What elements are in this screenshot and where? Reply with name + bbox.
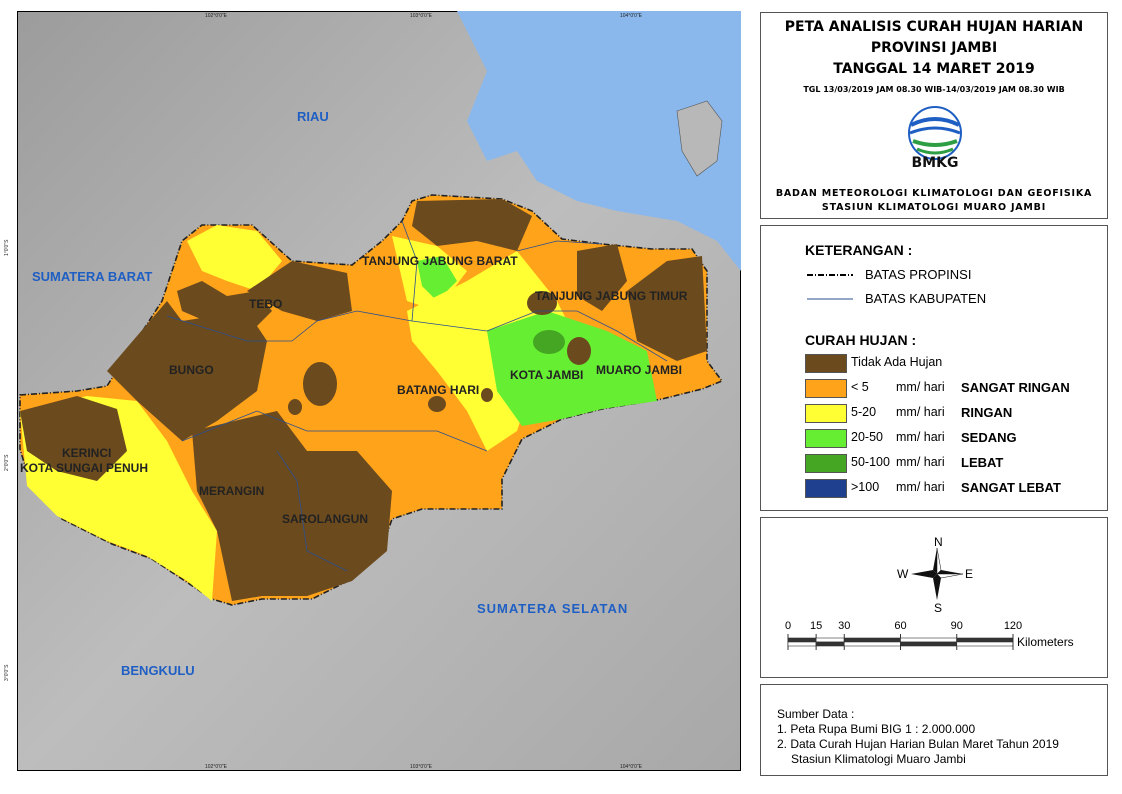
class-range: >100 bbox=[851, 480, 880, 494]
longitude-label: 102°0'0"E bbox=[205, 13, 228, 19]
source-item: 1. Peta Rupa Bumi BIG 1 : 2.000.000 bbox=[777, 722, 976, 736]
region-label: BUNGO bbox=[169, 363, 214, 377]
compass-letter: E bbox=[965, 567, 973, 581]
rain-title: CURAH HUJAN : bbox=[805, 332, 917, 348]
compass: N S W E bbox=[897, 536, 973, 612]
scale-tick-label: 60 bbox=[894, 620, 906, 632]
class-range: < 5 bbox=[851, 380, 869, 394]
latitude-label: 1°0'0"S bbox=[4, 239, 10, 256]
longitude-label: 103°0'0"E bbox=[410, 764, 433, 770]
class-category: RINGAN bbox=[961, 405, 1013, 420]
source-item: Stasiun Klimatologi Muaro Jambi bbox=[791, 752, 966, 766]
region-label: KOTA SUNGAI PENUH bbox=[20, 461, 148, 475]
source-title: Sumber Data : bbox=[777, 707, 855, 721]
title-line: TANGGAL 14 MARET 2019 bbox=[833, 61, 1035, 77]
source-panel: Sumber Data : 1. Peta Rupa Bumi BIG 1 : … bbox=[760, 684, 1108, 776]
class-range: 20-50 bbox=[851, 430, 883, 444]
region-label: TANJUNG JABUNG TIMUR bbox=[535, 289, 688, 303]
region-label: MERANGIN bbox=[199, 484, 264, 498]
compass-letter: S bbox=[934, 601, 942, 612]
scale-tick-label: 30 bbox=[838, 620, 850, 632]
class-unit: mm/ hari bbox=[896, 380, 945, 394]
scale-segment bbox=[956, 641, 1014, 647]
class-unit: mm/ hari bbox=[896, 430, 945, 444]
region-label: TEBO bbox=[249, 297, 282, 311]
scale-segment bbox=[956, 637, 1014, 643]
map-labels: RIAU SUMATERA BARAT TANJUNG JABUNG BARAT… bbox=[20, 109, 688, 678]
legend-swatch bbox=[805, 454, 847, 473]
line-symbols bbox=[807, 274, 853, 300]
latitude-axis: 1°0'0"S 2°0'0"S 3°0'0"S bbox=[4, 239, 10, 681]
title-line: PETA ANALISIS CURAH HUJAN HARIAN bbox=[784, 19, 1084, 35]
bmkg-logo: BMKG bbox=[908, 106, 962, 169]
region-label: KOTA JAMBI bbox=[510, 368, 583, 382]
regency-borders bbox=[166, 220, 668, 572]
longitude-label: 104°0'0"E bbox=[620, 764, 643, 770]
scale-segment bbox=[815, 637, 845, 643]
legend-panel: KETERANGAN : BATAS PROPINSI BATAS KABUPA… bbox=[760, 225, 1108, 511]
scale-segment bbox=[787, 637, 817, 643]
class-unit: mm/ hari bbox=[896, 480, 945, 494]
class-range: 5-20 bbox=[851, 405, 877, 419]
legend-swatch bbox=[805, 379, 847, 398]
rain-zones bbox=[20, 199, 707, 601]
compass-letter: W bbox=[897, 567, 909, 581]
longitude-label: 103°0'0"E bbox=[410, 13, 433, 19]
scale-unit: Kilometers bbox=[1017, 635, 1074, 649]
region-label: BENGKULU bbox=[121, 663, 195, 678]
class-unit: mm/ hari bbox=[896, 455, 945, 469]
line-label: BATAS PROPINSI bbox=[865, 267, 972, 282]
scale-tick-label: 0 bbox=[785, 620, 791, 632]
scale-segment bbox=[815, 641, 845, 647]
longitude-label: 102°0'0"E bbox=[205, 764, 228, 770]
scale-tick-label: 90 bbox=[951, 620, 963, 632]
scale-segment bbox=[900, 637, 958, 643]
region-label: SUMATERA SELATAN bbox=[477, 601, 628, 616]
region-label: KERINCI bbox=[62, 446, 111, 460]
region-label: SAROLANGUN bbox=[282, 512, 368, 526]
latitude-label: 3°0'0"S bbox=[4, 664, 10, 681]
title-panel: PETA ANALISIS CURAH HUJAN HARIAN PROVINS… bbox=[760, 12, 1108, 219]
scale-segment bbox=[787, 641, 817, 647]
class-category: SEDANG bbox=[961, 430, 1017, 445]
legend-swatch bbox=[805, 404, 847, 423]
scale-bar: 0 15 30 60 90 120 Kilometers bbox=[785, 620, 1074, 650]
legend-swatch bbox=[805, 429, 847, 448]
legend-swatch bbox=[805, 479, 847, 498]
compass-scale-panel: N S W E 0 15 30 60 90 120 Kilometers bbox=[760, 517, 1108, 678]
scale-tick-label: 15 bbox=[810, 620, 822, 632]
title-line: PROVINSI JAMBI bbox=[870, 40, 998, 56]
logo-text: BMKG bbox=[912, 155, 959, 169]
agency-line: STASIUN KLIMATOLOGI MUARO JAMBI bbox=[821, 202, 1047, 213]
class-label: Tidak Ada Hujan bbox=[851, 355, 943, 369]
scale-tick-label: 120 bbox=[1004, 620, 1022, 632]
legend-swatch bbox=[805, 354, 847, 373]
map: RIAU SUMATERA BARAT TANJUNG JABUNG BARAT… bbox=[17, 11, 741, 771]
source-item: 2. Data Curah Hujan Harian Bulan Maret T… bbox=[777, 737, 1059, 751]
region-label: BATANG HARI bbox=[397, 383, 479, 397]
class-category: SANGAT RINGAN bbox=[961, 380, 1070, 395]
line-label: BATAS KABUPATEN bbox=[865, 291, 987, 306]
graticule-labels: 102°0'0"E 103°0'0"E 104°0'0"E 102°0'0"E … bbox=[205, 13, 643, 770]
region-label: MUARO JAMBI bbox=[596, 363, 682, 377]
legend-title: KETERANGAN : bbox=[805, 242, 913, 258]
region-label: RIAU bbox=[297, 109, 329, 124]
class-range: 50-100 bbox=[851, 455, 890, 469]
sea bbox=[457, 11, 741, 271]
agency-line: BADAN METEOROLOGI KLIMATOLOGI DAN GEOFIS… bbox=[775, 188, 1093, 199]
class-unit: mm/ hari bbox=[896, 405, 945, 419]
region-label: SUMATERA BARAT bbox=[32, 269, 152, 284]
period: TGL 13/03/2019 JAM 08.30 WIB-14/03/2019 … bbox=[803, 85, 1065, 94]
class-category: LEBAT bbox=[961, 455, 1004, 470]
scale-segment bbox=[843, 637, 901, 643]
class-category: SANGAT LEBAT bbox=[961, 480, 1061, 495]
region-label: TANJUNG JABUNG BARAT bbox=[362, 254, 518, 268]
scale-segment bbox=[843, 641, 901, 647]
island bbox=[676, 100, 723, 177]
latitude-label: 2°0'0"S bbox=[4, 454, 10, 471]
longitude-label: 104°0'0"E bbox=[620, 13, 643, 19]
scale-segment bbox=[900, 641, 958, 647]
compass-letter: N bbox=[934, 536, 943, 549]
